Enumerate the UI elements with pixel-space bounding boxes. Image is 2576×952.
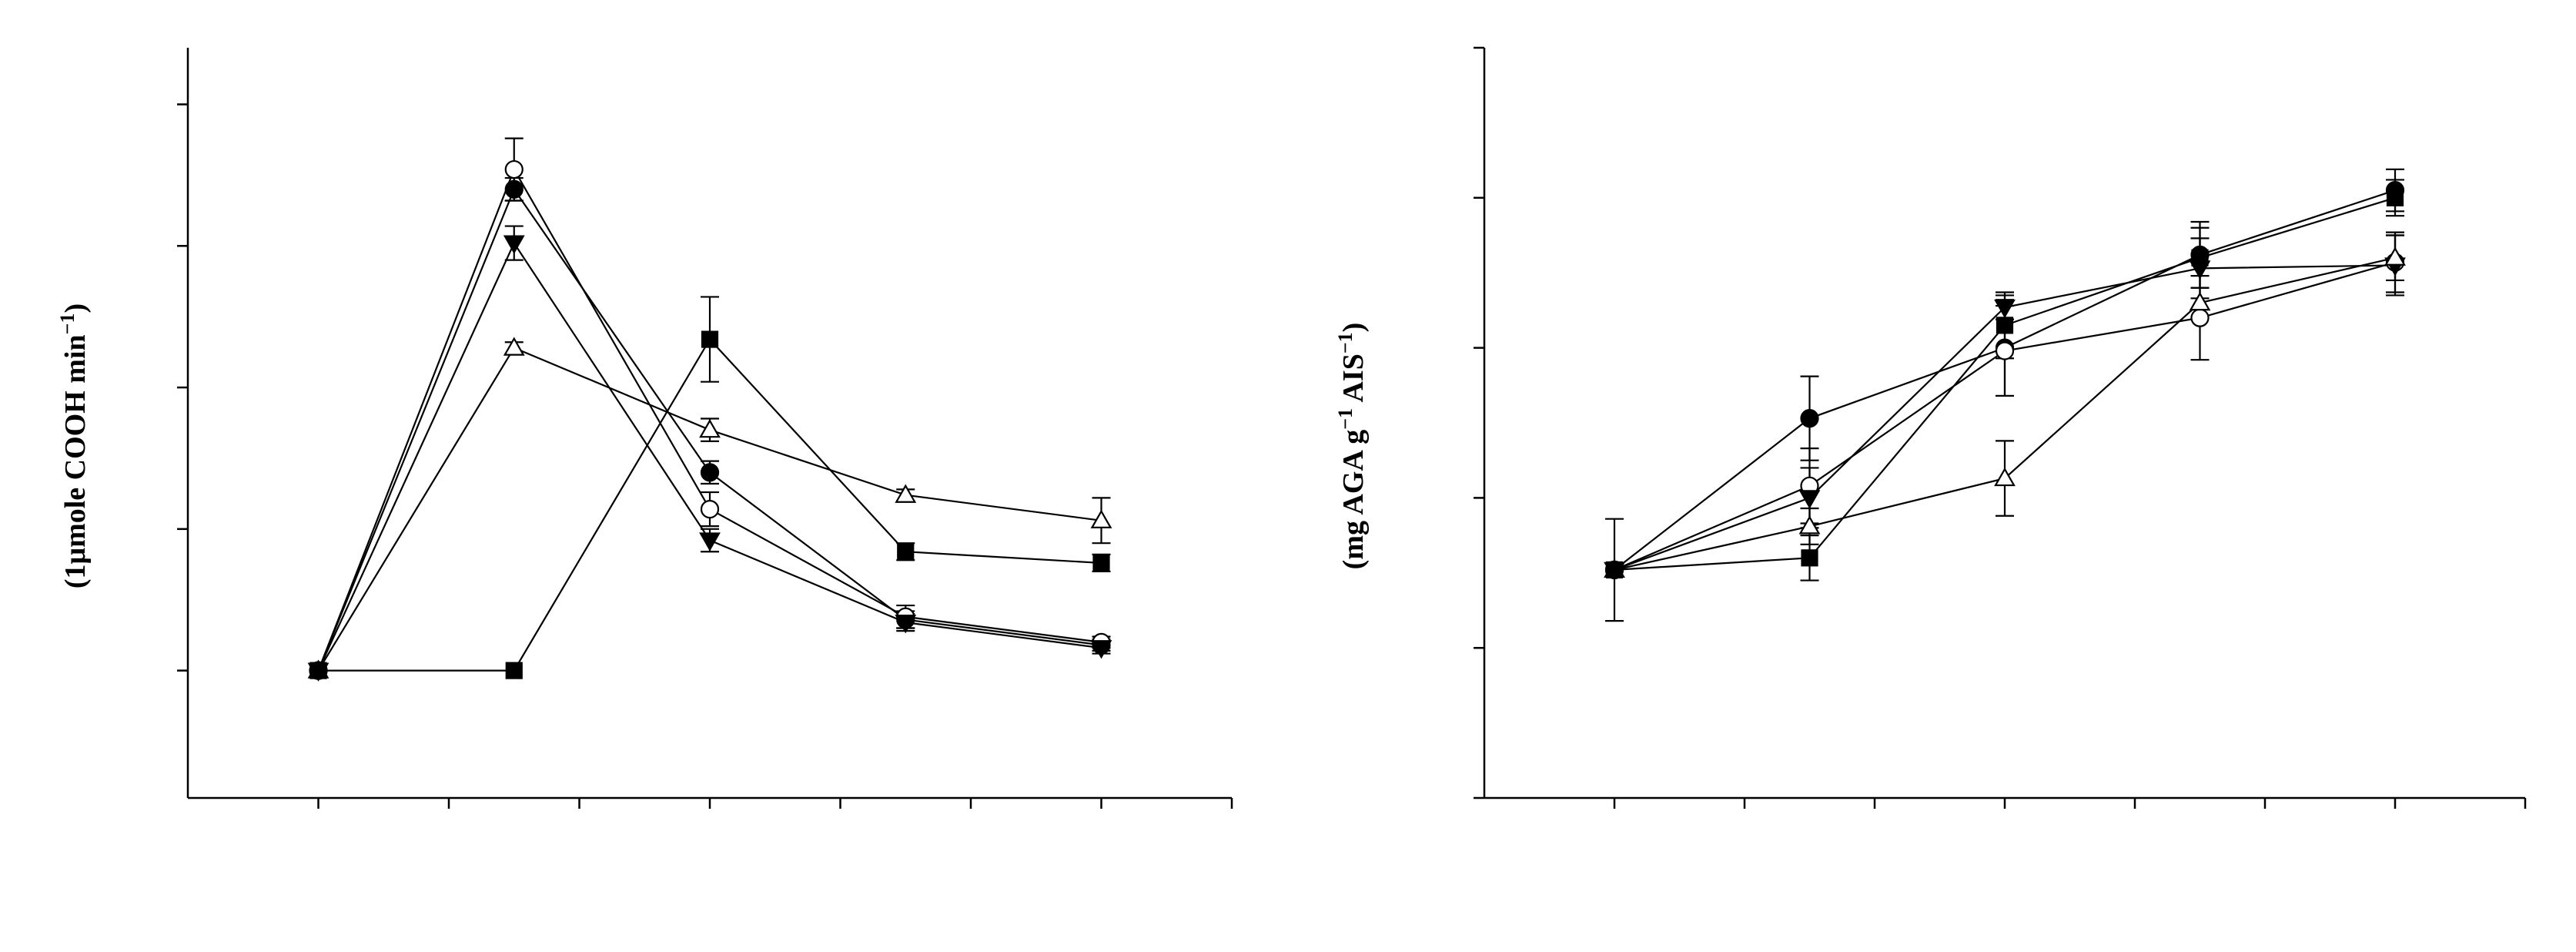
y-axis-title-part: mole COOH min [59,334,92,548]
y-axis-title-superscript: −1 [1334,332,1357,354]
data-point-triangle-up-open [1798,515,1821,535]
data-point-square-filled [1801,549,1818,567]
data-point-triangle-down-filled [503,235,525,254]
y-axis-title-part: (1 [59,564,92,588]
y-axis-title-part: μ [59,547,92,564]
series-circle-open [317,137,1111,672]
data-point-circle-filled [700,463,720,482]
data-point-square-filled [309,662,327,679]
data-point-triangle-down-filled [699,532,721,551]
y-axis-title-part: (mg AGA g [1337,430,1370,570]
data-point-triangle-down-filled [1090,640,1112,659]
data-point-square-filled [1092,554,1110,572]
data-point-triangle-up-open [895,484,917,503]
data-point-square-filled [897,543,915,561]
y-axis-title-part: ) [1337,323,1370,333]
data-point-square-filled [2386,189,2404,206]
data-point-triangle-up-open [1090,509,1112,528]
data-point-square-filled [1996,317,2014,334]
chart-panel-a: (1μmole COOH min−1) [56,48,1233,809]
data-point-circle-open [700,500,720,519]
y-axis-title-superscript: −1 [56,313,79,335]
y-axis-title-superscript: −1 [1334,408,1357,430]
data-point-triangle-up-open [503,337,525,356]
data-point-triangle-up-open [699,418,721,438]
data-point-square-filled [701,330,719,348]
data-point-triangle-up-open [2189,291,2211,311]
y-axis-title-line2: (mg AGA g−1 AIS−1) [1334,323,1370,570]
y-axis-title-line2: (1μmole COOH min−1) [56,303,92,588]
data-point-triangle-up-open [1994,467,2016,487]
data-point-triangle-down-filled [1798,490,1821,509]
data-point-circle-open [2190,308,2210,327]
series-square-filled [1614,179,2404,582]
data-point-square-filled [505,662,523,679]
data-point-triangle-down-filled [895,615,917,634]
data-point-circle-open [1995,341,2015,360]
data-point-circle-filled [1800,409,1819,428]
y-axis-title-part: AIS [1337,354,1370,408]
data-point-square-filled [1605,561,1624,579]
series-circle-filled [317,176,1111,672]
data-point-triangle-down-filled [1994,299,2016,319]
data-point-triangle-up-open [2384,246,2406,266]
chart-panel-b: (mg AGA g−1 AIS−1) [1334,46,2527,809]
y-axis-title-part: ) [59,303,92,313]
data-point-circle-open [504,159,524,179]
data-point-circle-filled [504,179,524,199]
data-point-square-filled [2191,249,2209,266]
series-triangle-down-filled [317,225,1111,672]
